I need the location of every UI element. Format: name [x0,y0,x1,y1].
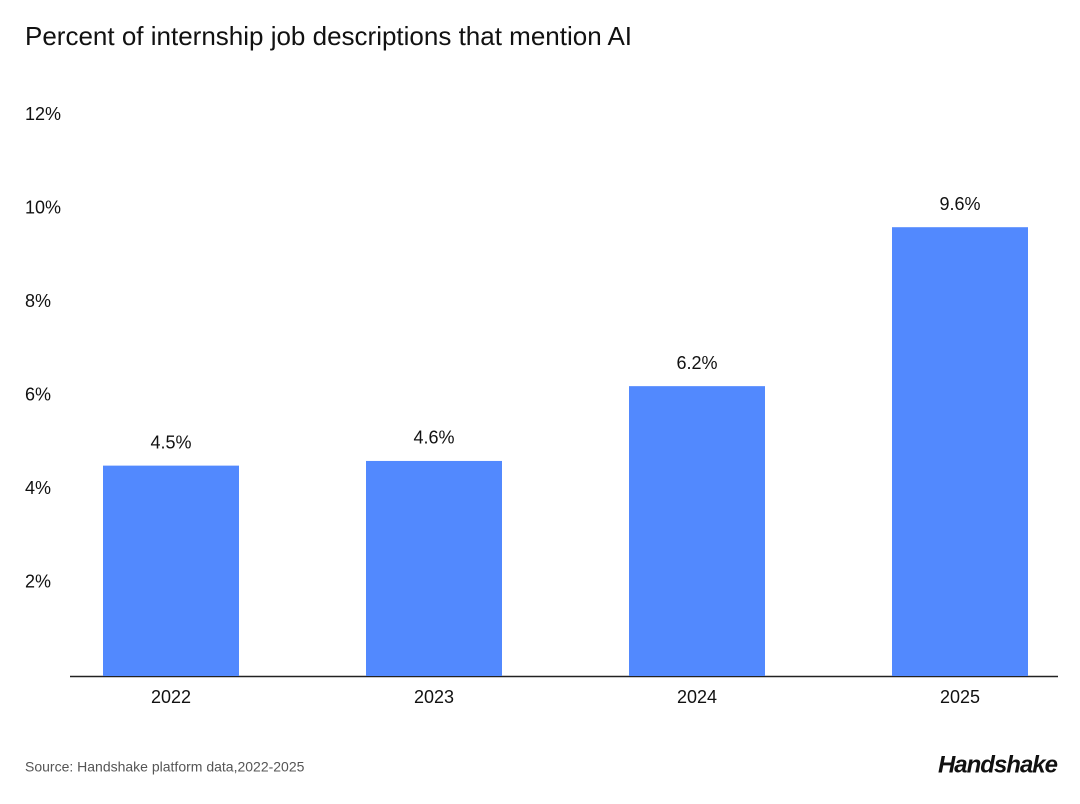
y-tick-label: 12% [25,104,61,124]
x-tick-label: 2025 [940,687,980,707]
logo: Handshake [938,751,1058,778]
y-tick-label: 2% [25,571,51,591]
value-label: 9.6% [939,194,980,214]
chart-title: Percent of internship job descriptions t… [25,21,632,51]
y-tick-label: 10% [25,197,61,217]
bar [892,227,1028,676]
source-note: Source: Handshake platform data,2022-202… [25,759,305,775]
y-tick-label: 6% [25,384,51,404]
bar [103,465,239,676]
x-tick-label: 2022 [151,687,191,707]
x-tick-label: 2024 [677,687,717,707]
bar [629,386,765,676]
y-tick-label: 8% [25,291,51,311]
value-label: 6.2% [676,353,717,373]
value-label: 4.5% [150,432,191,452]
value-label: 4.6% [413,428,454,448]
x-tick-label: 2023 [414,687,454,707]
bar [366,460,502,676]
y-tick-label: 4% [25,478,51,498]
